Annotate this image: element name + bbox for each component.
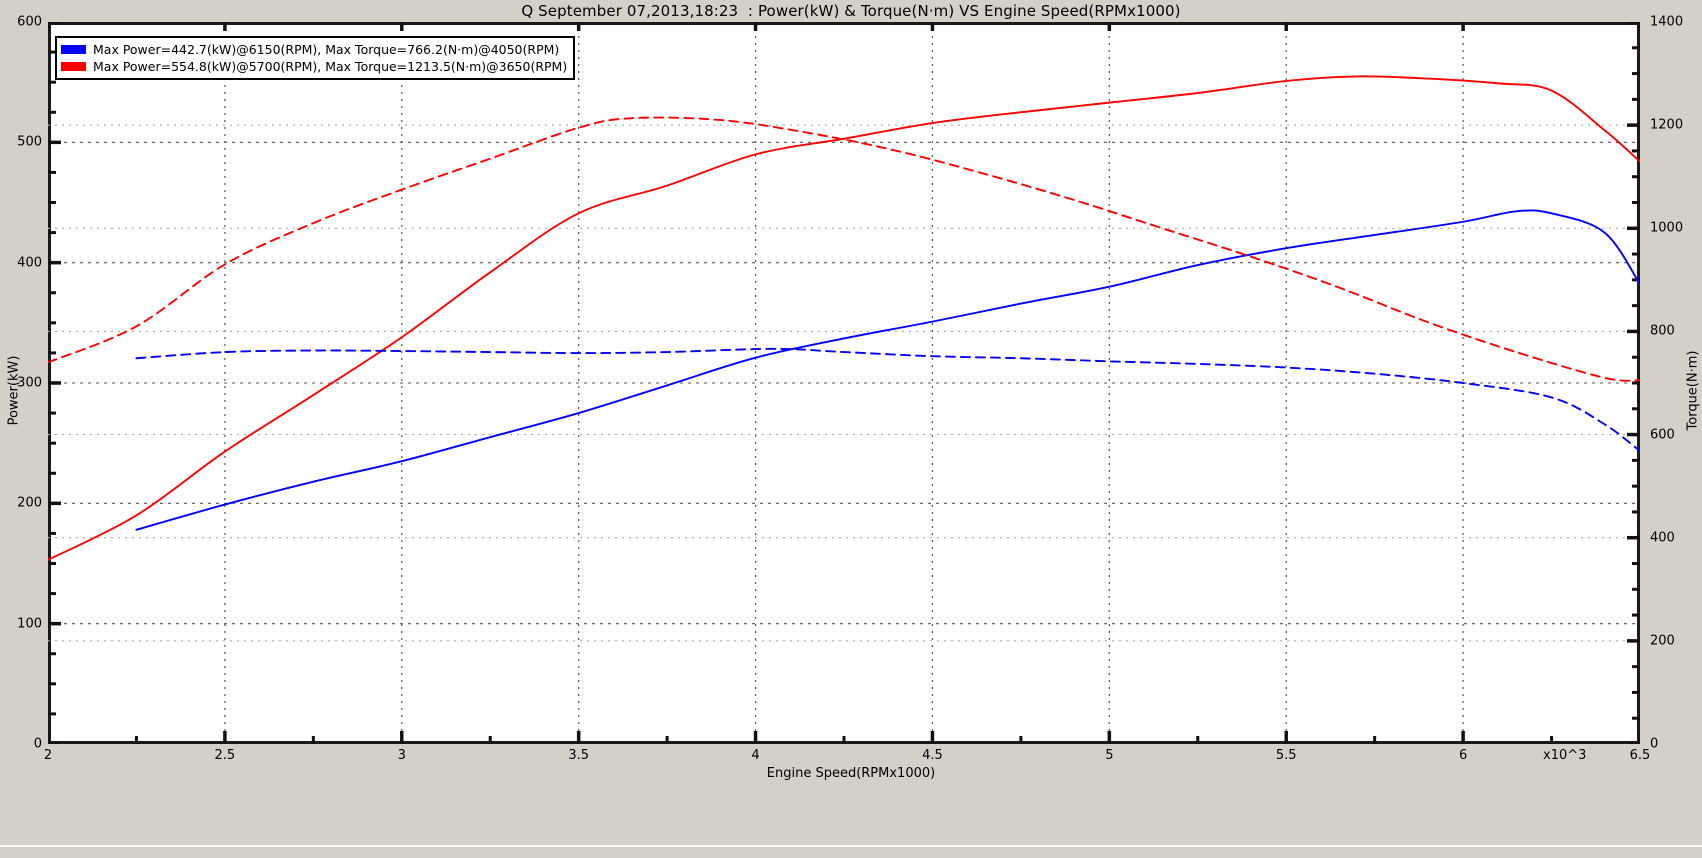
page-title: Q September 07,2013,18:23 : Power(kW) & … [521, 2, 1181, 20]
legend-item[interactable]: Max Power=554.8(kW)@5700(RPM), Max Torqu… [61, 58, 567, 75]
x-axis-multiplier: x10^3 [1543, 748, 1587, 763]
y-right-tick-label: 200 [1650, 633, 1675, 649]
y-axis-left-title: Power(kW) [6, 355, 22, 426]
y-left-tick-label: 500 [17, 134, 42, 150]
y-left-tick-label: 600 [17, 14, 42, 30]
legend-swatch-red [61, 62, 86, 71]
legend-item-label: Max Power=442.7(kW)@6150(RPM), Max Torqu… [93, 42, 560, 57]
y-left-tick-label: 300 [17, 375, 42, 391]
y-left-tick-label: 200 [17, 495, 42, 511]
y-right-tick-label: 0 [1650, 736, 1659, 752]
y-left-tick-label: 0 [33, 736, 42, 752]
x-tick-label: 6 [1458, 748, 1468, 763]
y-right-tick-label: 1400 [1650, 14, 1684, 30]
y-axis-left-labels: 600 500 400 300 200 100 0 [0, 0, 42, 858]
data-curves [48, 75, 1640, 561]
x-tick-label: 4 [751, 748, 760, 763]
y-right-tick-label: 400 [1650, 530, 1675, 546]
y-left-tick-label: 100 [17, 616, 42, 632]
series-line [48, 116, 1640, 382]
y-axis-right-labels: 1400 1200 1000 800 600 400 200 0 [1650, 0, 1702, 858]
y-right-tick-label: 600 [1650, 427, 1675, 443]
x-tick-label: 2 [43, 748, 53, 763]
x-tick-label: 4.5 [922, 748, 943, 763]
x-tick-label: 5.5 [1275, 748, 1297, 763]
y-right-tick-label: 1200 [1650, 117, 1684, 133]
legend-item-label: Max Power=554.8(kW)@5700(RPM), Max Torqu… [93, 59, 568, 74]
y-right-tick-label: 1000 [1650, 220, 1684, 236]
x-tick-label: 3 [397, 748, 406, 763]
axis-ticks [48, 22, 1640, 744]
plot-canvas [48, 22, 1640, 744]
y-left-tick-label: 400 [17, 255, 42, 271]
x-tick-label: 2.5 [214, 748, 236, 763]
y-right-tick-label: 800 [1650, 323, 1675, 339]
x-tick-label: 5 [1105, 748, 1114, 763]
x-axis-title: Engine Speed(RPMx1000) [766, 766, 936, 781]
legend[interactable]: Max Power=442.7(kW)@6150(RPM), Max Torqu… [55, 36, 576, 80]
series-line [135, 347, 1640, 453]
series-line [48, 75, 1640, 561]
y-axis-right-title: Torque(N·m) [1685, 350, 1701, 431]
legend-swatch-blue [61, 45, 86, 54]
series-line [135, 209, 1640, 531]
x-tick-label: 6.5 [1629, 748, 1651, 763]
window-bottom-bar [0, 845, 1702, 858]
x-tick-label: 3.5 [568, 748, 589, 763]
gridlines [48, 22, 1640, 744]
legend-item[interactable]: Max Power=442.7(kW)@6150(RPM), Max Torqu… [61, 41, 567, 58]
